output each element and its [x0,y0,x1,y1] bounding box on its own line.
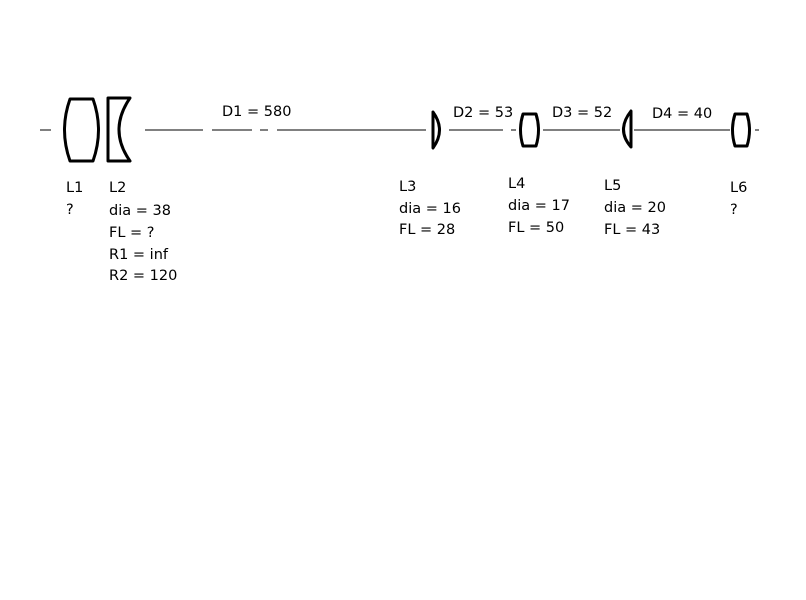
lens-l6-label: L6 [730,180,747,196]
lens-l1-info: ? [66,202,74,218]
lens-l1-label: L1 [66,180,83,196]
lens-l2-info: R1 = inf [109,247,169,263]
lens-l4-shape [519,112,540,148]
lens-l2-shape [106,96,132,163]
lens-l4-info: FL = 50 [508,220,564,236]
lens-l2-label: L2 [109,180,126,196]
lens-l2-info: dia = 38 [109,203,171,219]
lens-l2-info: R2 = 120 [109,268,177,284]
lens-l3-info: FL = 28 [399,222,455,238]
lens-l6-info: ? [730,202,738,218]
lens-l3-label: L3 [399,179,416,195]
distance-d3: D3 = 52 [552,105,612,121]
lens-l3-shape [431,110,441,150]
lens-l5-info: FL = 43 [604,222,660,238]
distance-d2: D2 = 53 [453,105,513,121]
distance-d4: D4 = 40 [652,106,712,122]
distance-d1: D1 = 580 [222,104,291,120]
lens-l5-label: L5 [604,178,621,194]
lens-l3-info: dia = 16 [399,201,461,217]
lens-l1-shape [63,97,100,163]
lens-l6-shape [731,112,751,148]
lens-l2-info: FL = ? [109,225,154,241]
lens-l4-info: dia = 17 [508,198,570,214]
lens-l5-info: dia = 20 [604,200,666,216]
lens-l5-shape [622,109,633,149]
lens-l4-label: L4 [508,176,525,192]
